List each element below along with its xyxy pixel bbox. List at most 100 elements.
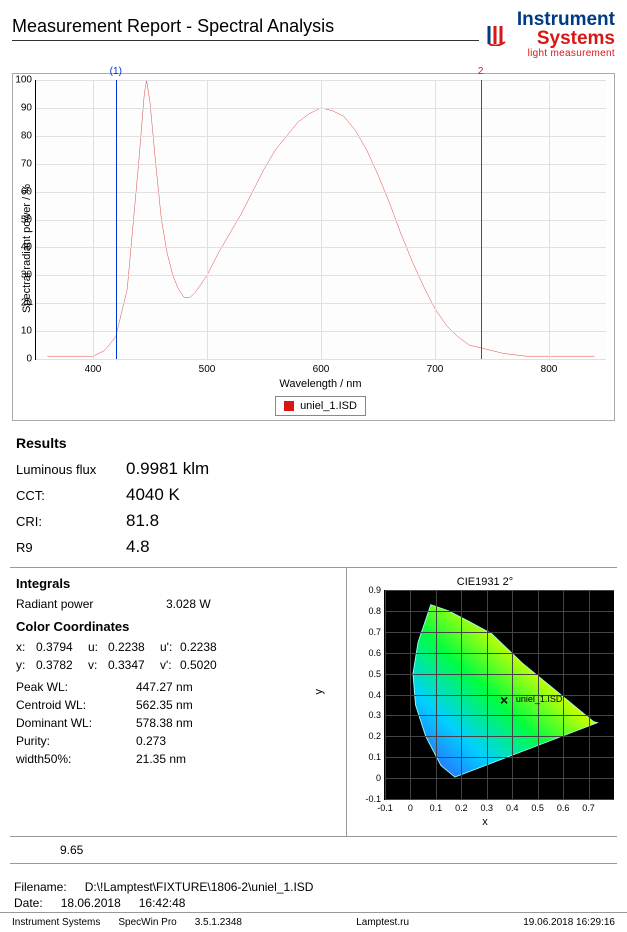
filename-label: Filename:	[14, 880, 67, 894]
wl-label: Centroid WL:	[16, 698, 136, 712]
results-section: Results Luminous flux0.9981 klmCCT:4040 …	[0, 425, 627, 567]
cie-y-tick: 0.4	[361, 690, 381, 700]
result-row: R94.8	[16, 537, 611, 557]
wl-value: 562.35 nm	[136, 698, 336, 712]
wl-label: Dominant WL:	[16, 716, 136, 730]
footer-company: Instrument Systems	[12, 917, 100, 928]
cie-point-marker: ×	[500, 692, 514, 706]
coord-u-value: 0.2238	[108, 640, 160, 654]
cie-y-tick: 0.9	[361, 585, 381, 595]
cie-plot-area: -0.100.10.20.30.40.50.60.7-0.100.10.20.3…	[384, 590, 614, 800]
coord-v-label: v:	[88, 658, 108, 672]
y-tick-label: 30	[10, 270, 32, 281]
brand-word-1: Instrument	[517, 9, 615, 30]
cie-x-tick: 0.5	[531, 803, 544, 813]
cie-x-tick: 0.6	[557, 803, 570, 813]
cie-title: CIE1931 2°	[355, 576, 615, 588]
cie-point-label: uniel_1.ISD	[516, 694, 563, 704]
y-tick-label: 100	[10, 75, 32, 86]
cie-y-tick: 0.1	[361, 752, 381, 762]
result-row: CCT:4040 K	[16, 485, 611, 505]
y-tick-label: 10	[10, 326, 32, 337]
x-tick-label: 400	[85, 364, 102, 375]
coord-u-label: u:	[88, 640, 108, 654]
color-coord-grid: x: 0.3794 u: 0.2238 u': 0.2238 y: 0.3782…	[16, 640, 336, 672]
cie-y-tick: 0.5	[361, 669, 381, 679]
x-tick-label: 700	[427, 364, 444, 375]
cie-x-axis-label: x	[355, 816, 615, 828]
footer-software: SpecWin Pro	[118, 917, 176, 928]
spectrum-chart: Spectral radiant power / % 0102030405060…	[12, 73, 615, 421]
cie-y-tick: 0.2	[361, 731, 381, 741]
result-row: Luminous flux0.9981 klm	[16, 459, 611, 479]
result-value: 4040 K	[126, 485, 180, 505]
cie-x-tick: 0.2	[455, 803, 468, 813]
result-label: CRI:	[16, 514, 126, 529]
cie-x-tick: 0	[408, 803, 413, 813]
cie-y-tick: 0.3	[361, 710, 381, 720]
coord-x-value: 0.3794	[36, 640, 88, 654]
cie-x-tick: -0.1	[377, 803, 393, 813]
cie-y-tick: 0.7	[361, 627, 381, 637]
results-heading: Results	[16, 435, 611, 451]
brand-tagline: light measurement	[487, 49, 615, 59]
report-title: Measurement Report - Spectral Analysis	[12, 16, 479, 41]
result-row: CRI:81.8	[16, 511, 611, 531]
wl-value: 447.27 nm	[136, 680, 336, 694]
footer-site: Lamptest.ru	[356, 917, 409, 928]
wavelength-grid: Peak WL:447.27 nmCentroid WL:562.35 nmDo…	[16, 680, 336, 766]
y-tick-label: 0	[10, 354, 32, 365]
radiant-power-value: 3.028 W	[166, 597, 211, 611]
result-label: R9	[16, 540, 126, 555]
x-tick-label: 800	[541, 364, 558, 375]
y-tick-label: 80	[10, 130, 32, 141]
y-tick-label: 70	[10, 158, 32, 169]
coord-vp-label: v':	[160, 658, 180, 672]
result-value: 81.8	[126, 511, 159, 531]
result-label: CCT:	[16, 488, 126, 503]
cie-y-axis-label: y	[313, 689, 325, 695]
wl-label: width50%:	[16, 752, 136, 766]
legend-label: uniel_1.ISD	[300, 400, 357, 412]
cie-y-tick: 0.8	[361, 606, 381, 616]
marker-2-label: 2	[478, 66, 484, 77]
integrals-heading: Integrals	[16, 576, 336, 591]
y-tick-label: 60	[10, 186, 32, 197]
result-value: 4.8	[126, 537, 150, 557]
y-tick-label: 20	[10, 298, 32, 309]
y-tick-label: 50	[10, 214, 32, 225]
marker-1-label: (1)	[110, 66, 122, 77]
file-info: Filename: D:\!Lamptest\FIXTURE\1806-2\un…	[0, 864, 627, 916]
cie-x-tick: 0.1	[430, 803, 443, 813]
extra-value: 9.65	[0, 837, 627, 863]
logo-bars-icon	[487, 24, 513, 48]
footer-timestamp: 19.06.2018 16:29:16	[523, 917, 615, 928]
cie-x-tick: 0.7	[582, 803, 595, 813]
footer-version: 3.5.1.2348	[195, 917, 242, 928]
filename-value: D:\!Lamptest\FIXTURE\1806-2\uniel_1.ISD	[85, 880, 314, 894]
coord-x-label: x:	[16, 640, 36, 654]
cie-x-tick: 0.3	[481, 803, 494, 813]
wl-label: Peak WL:	[16, 680, 136, 694]
wl-value: 578.38 nm	[136, 716, 336, 730]
y-tick-label: 40	[10, 242, 32, 253]
chart-x-axis-label: Wavelength / nm	[35, 378, 606, 390]
coord-y-label: y:	[16, 658, 36, 672]
coord-up-value: 0.2238	[180, 640, 232, 654]
radiant-power-label: Radiant power	[16, 597, 166, 611]
cie-y-tick: 0.6	[361, 648, 381, 658]
cie-x-tick: 0.4	[506, 803, 519, 813]
chart-legend: uniel_1.ISD	[275, 396, 366, 416]
brand-logo: Instrument Systems light measurement	[487, 10, 615, 59]
y-tick-label: 90	[10, 102, 32, 113]
result-label: Luminous flux	[16, 462, 126, 477]
details-section: Integrals Radiant power 3.028 W Color Co…	[10, 568, 617, 836]
page-footer: Instrument Systems SpecWin Pro 3.5.1.234…	[0, 912, 627, 932]
result-value: 0.9981 klm	[126, 459, 209, 479]
brand-word-2: Systems	[537, 28, 615, 49]
coord-up-label: u':	[160, 640, 180, 654]
wl-label: Purity:	[16, 734, 136, 748]
chart-plot-area: 0102030405060708090100400500600700800(1)…	[35, 80, 606, 360]
coord-vp-value: 0.5020	[180, 658, 232, 672]
cie-y-tick: 0	[361, 773, 381, 783]
